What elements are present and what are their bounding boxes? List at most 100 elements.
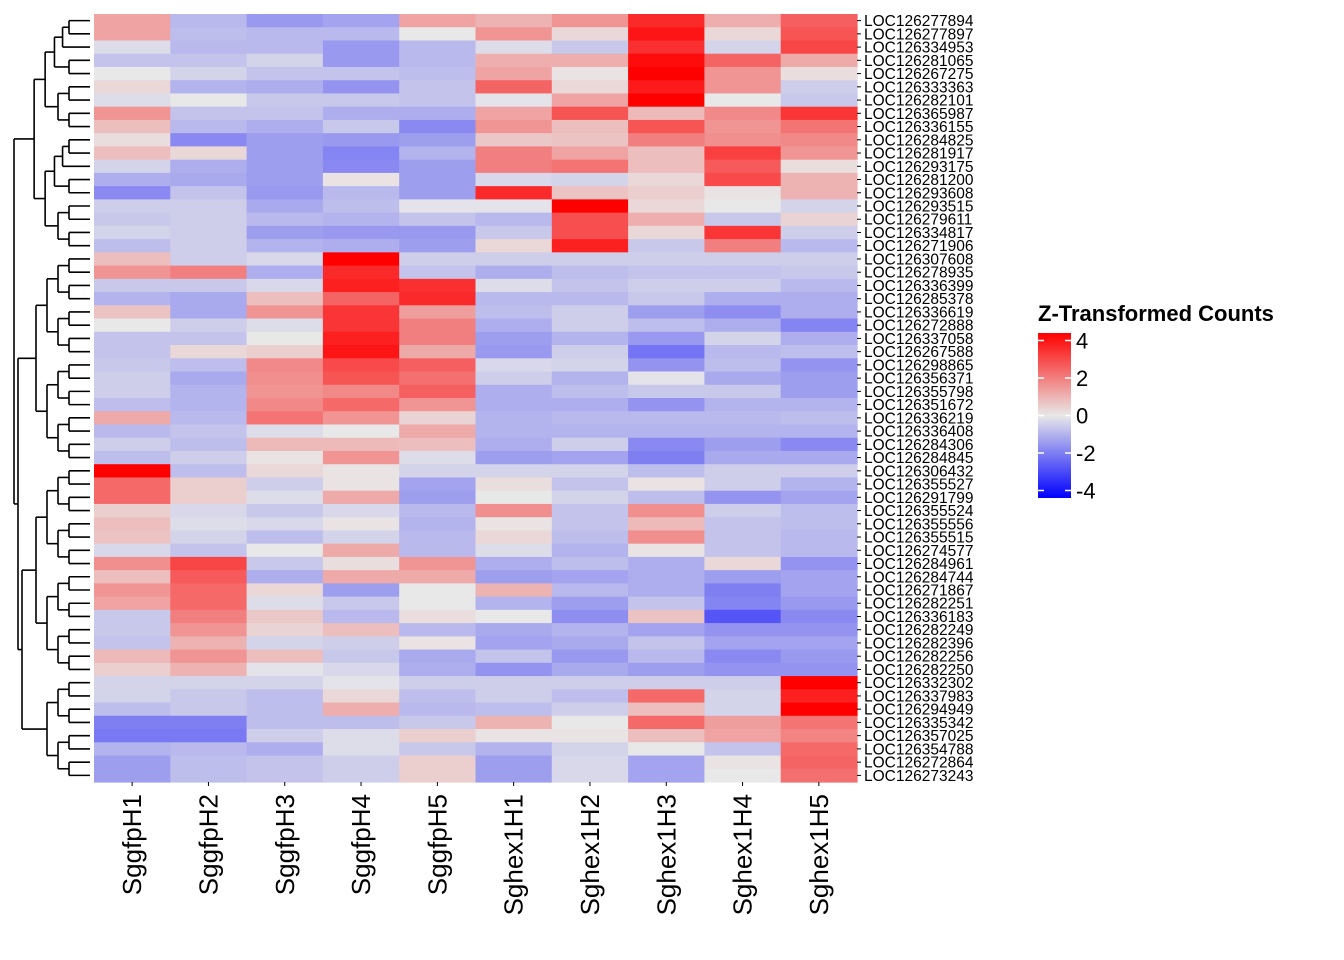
heatmap-cell xyxy=(322,411,400,426)
row-label: LOC126334817 xyxy=(864,225,973,242)
heatmap-cell xyxy=(628,199,705,214)
row-label: LOC126293175 xyxy=(864,159,973,176)
heatmap-cell xyxy=(704,768,782,783)
heatmap-cell xyxy=(704,66,782,81)
heatmap-cell xyxy=(170,27,248,42)
heatmap-cell xyxy=(475,14,553,28)
heatmap-cell xyxy=(94,186,171,200)
heatmap-cell xyxy=(322,265,400,280)
heatmap-cell xyxy=(246,265,324,280)
heatmap-cell xyxy=(399,239,477,253)
heatmap-cell xyxy=(170,755,248,770)
heatmap-cell xyxy=(246,66,324,81)
heatmap-cell xyxy=(246,40,324,55)
heatmap-cell xyxy=(628,265,705,280)
heatmap-cell xyxy=(475,384,553,399)
heatmap-cell xyxy=(780,517,858,532)
heatmap-cell xyxy=(704,239,782,253)
heatmap-cell xyxy=(704,623,782,637)
heatmap-cell xyxy=(780,119,858,134)
row-label: LOC126333363 xyxy=(864,79,973,96)
heatmap-cell xyxy=(399,106,477,121)
heatmap-cell xyxy=(170,345,248,359)
heatmap-cell xyxy=(246,106,324,121)
heatmap-cell xyxy=(475,755,553,770)
heatmap-cell xyxy=(628,159,705,174)
row-label: LOC126306432 xyxy=(864,463,973,480)
heatmap-cell xyxy=(551,133,629,148)
heatmap-cell xyxy=(94,53,171,68)
heatmap-cell xyxy=(170,689,248,704)
heatmap-cell xyxy=(628,133,705,148)
heatmap-cell xyxy=(322,676,400,690)
heatmap-cell xyxy=(628,424,705,439)
heatmap-cell xyxy=(704,119,782,134)
heatmap-cell xyxy=(399,345,477,359)
heatmap-cell xyxy=(246,119,324,134)
heatmap-cell xyxy=(246,93,324,108)
row-label: LOC126355524 xyxy=(864,503,974,520)
heatmap-cell xyxy=(399,609,477,624)
heatmap-cell xyxy=(399,689,477,704)
heatmap-cell xyxy=(780,755,858,770)
heatmap-cell xyxy=(170,398,248,412)
heatmap-cell xyxy=(551,14,629,28)
heatmap-cell xyxy=(551,146,629,161)
heatmap-cell xyxy=(399,464,477,479)
heatmap-cell xyxy=(322,133,400,148)
heatmap-cell xyxy=(94,225,171,240)
row-label: LOC126355515 xyxy=(864,530,973,547)
row-label: LOC126336399 xyxy=(864,278,973,295)
heatmap-cell xyxy=(475,212,553,227)
heatmap-cell xyxy=(475,411,553,426)
heatmap-cell xyxy=(399,768,477,783)
heatmap-cell xyxy=(704,40,782,55)
heatmap-cell xyxy=(628,212,705,227)
heatmap-cell xyxy=(475,729,553,743)
heatmap-cell xyxy=(246,53,324,68)
heatmap-cell xyxy=(246,398,324,412)
heatmap-cell xyxy=(399,66,477,81)
heatmap-cell xyxy=(704,80,782,95)
heatmap-cell xyxy=(704,146,782,161)
heatmap-cell xyxy=(170,239,248,253)
heatmap-cell xyxy=(94,676,171,690)
heatmap-cell xyxy=(551,265,629,280)
heatmap-cell xyxy=(94,14,171,28)
heatmap-cell xyxy=(399,80,477,95)
heatmap-cell xyxy=(780,530,858,545)
heatmap-cell xyxy=(628,649,705,664)
heatmap-cell xyxy=(704,437,782,452)
heatmap-cell xyxy=(704,729,782,743)
heatmap-cell xyxy=(399,623,477,637)
heatmap-cell xyxy=(322,358,400,373)
heatmap-cell xyxy=(94,93,171,108)
heatmap-cell xyxy=(246,503,324,518)
heatmap-cell xyxy=(628,239,705,253)
row-label: LOC126336219 xyxy=(864,410,973,427)
row-label: LOC126294949 xyxy=(864,702,973,719)
heatmap-cell xyxy=(94,543,171,558)
heatmap-cell xyxy=(475,66,553,81)
heatmap-cell xyxy=(551,609,629,624)
heatmap-cell xyxy=(475,570,553,584)
heatmap-cell xyxy=(475,305,553,320)
heatmap-cell xyxy=(246,80,324,95)
heatmap-cell xyxy=(246,437,324,452)
heatmap-cell xyxy=(628,14,705,28)
heatmap-cell xyxy=(322,662,400,677)
heatmap-cell xyxy=(94,106,171,121)
heatmap-cell xyxy=(704,133,782,148)
heatmap-cell xyxy=(780,93,858,108)
heatmap-cell xyxy=(246,715,324,730)
heatmap-cell xyxy=(780,411,858,426)
heatmap-cell xyxy=(551,27,629,42)
heatmap-cell xyxy=(704,411,782,426)
heatmap-cell xyxy=(322,212,400,227)
row-label: LOC126336155 xyxy=(864,119,973,136)
heatmap-cell xyxy=(780,689,858,704)
heatmap-cell xyxy=(94,477,171,492)
heatmap-cell xyxy=(628,450,705,465)
heatmap-cell xyxy=(551,702,629,717)
heatmap-cell xyxy=(170,543,248,558)
